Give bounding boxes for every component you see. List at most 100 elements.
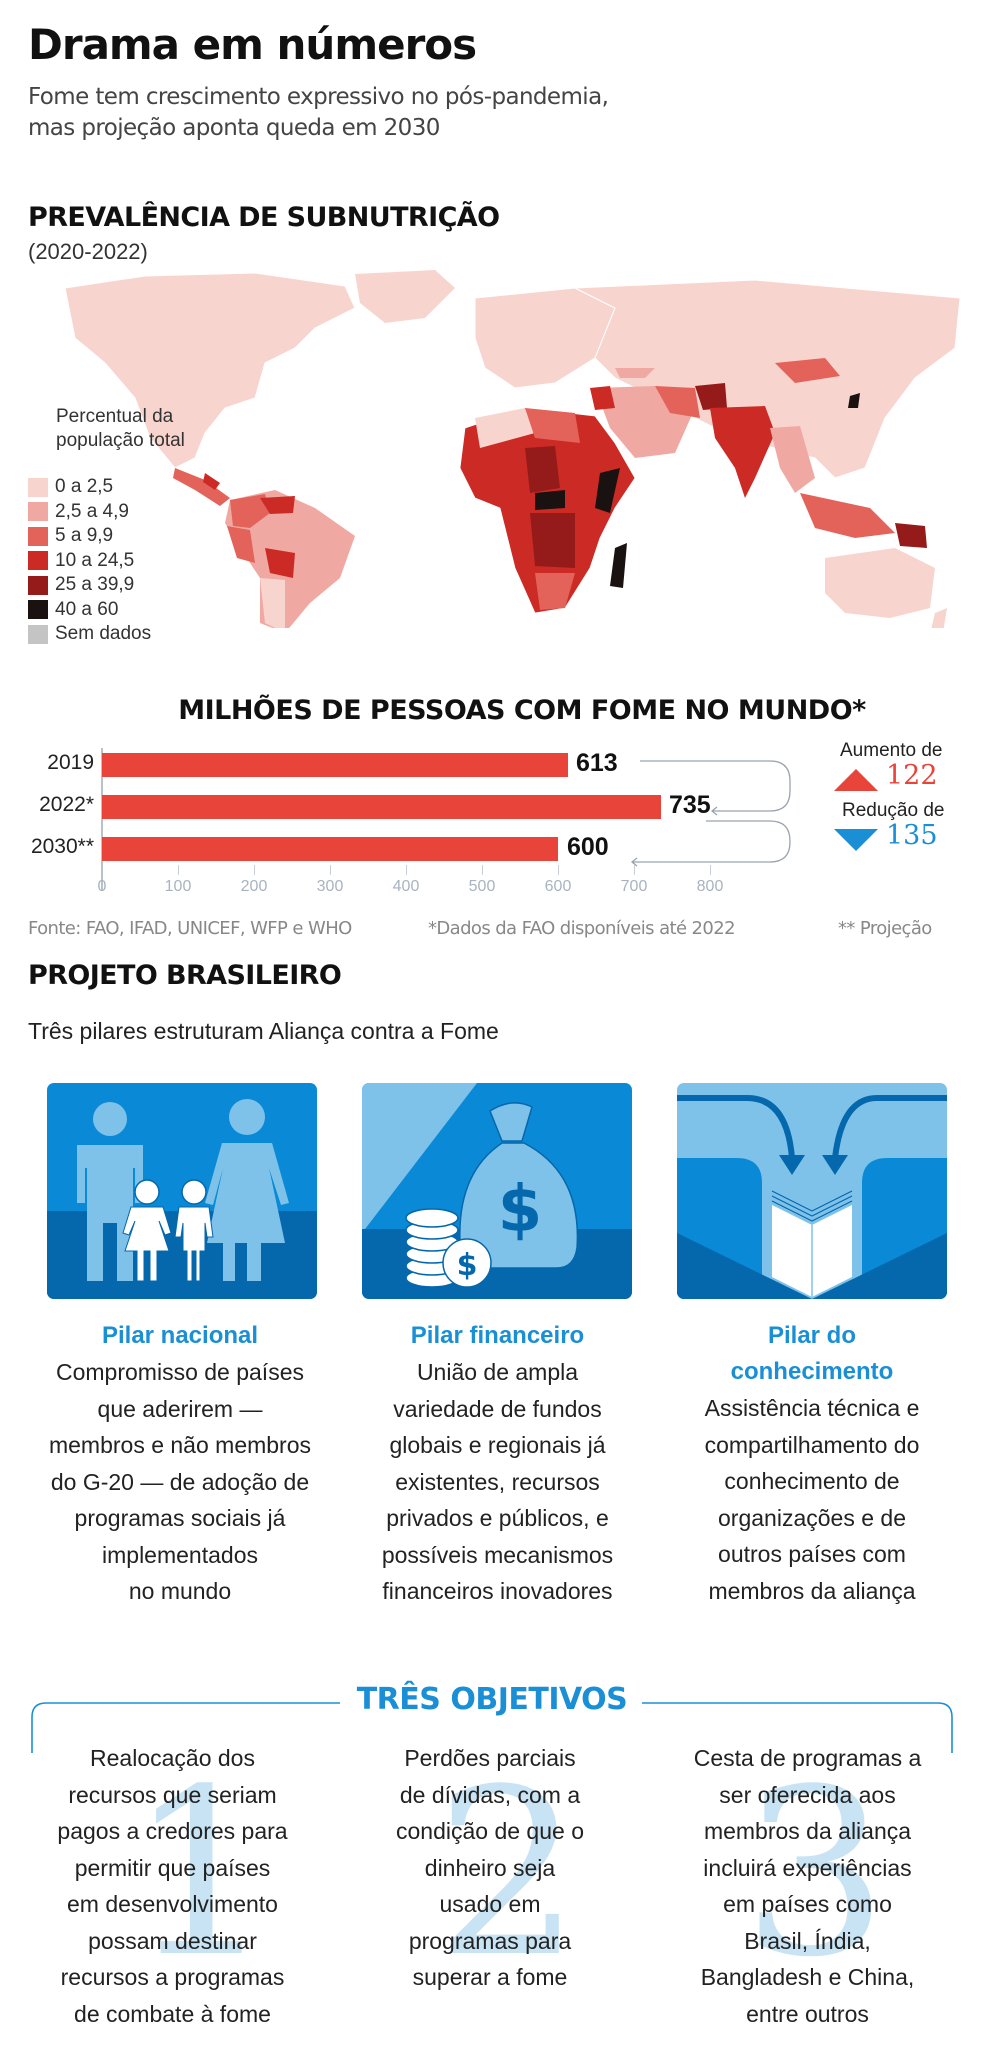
objective-text-line: recursos que seriam — [68, 1781, 277, 1808]
objective-text-line: Realocação dos — [90, 1745, 255, 1771]
legend-swatch — [28, 575, 48, 595]
pillar-text-line: compartilhamento do — [704, 1431, 920, 1458]
objective-text-line: Bangladesh e China, — [700, 1964, 915, 1990]
projection-note: ** Projeção — [838, 918, 932, 939]
pillar-financial: Pilar financeiro União de ampla variedad… — [345, 1318, 650, 1610]
tick-mark — [330, 865, 331, 875]
legend-item: 0 a 2,5 — [28, 475, 185, 500]
legend-item: 25 a 39,9 — [28, 573, 185, 598]
money-bag-icon: $ $ — [362, 1083, 632, 1299]
tick-mark — [558, 865, 559, 875]
decrease-label: Redução de — [842, 800, 945, 821]
tick-mark — [406, 865, 407, 875]
project-title: PROJETO BRASILEIRO — [28, 960, 342, 991]
x-tick-label: 700 — [620, 878, 648, 895]
project-subtitle: Três pilares estruturam Aliança contra a… — [28, 1018, 499, 1044]
tick-mark — [254, 865, 255, 875]
pillar-text-line: privados e públicos, e — [386, 1505, 609, 1531]
pillar-text-line: Compromisso de países — [56, 1359, 304, 1385]
pillar-text-line: organizações e de — [718, 1504, 906, 1531]
objective-text-line: incluirá experiências — [703, 1854, 912, 1881]
world-map — [55, 268, 965, 633]
legend-label: 5 a 9,9 — [55, 525, 114, 547]
map-period: (2020-2022) — [28, 239, 148, 264]
objective-text-line: possam destinar — [88, 1927, 257, 1954]
bar-label-2022: 2022* — [39, 793, 94, 816]
pillar-text-line: União de ampla — [416, 1359, 579, 1385]
pillar-title: Pilar do — [767, 1322, 857, 1349]
objective-number-1: 1 — [128, 1741, 275, 2008]
bar-label-2030: 2030** — [30, 835, 94, 858]
pillar-text-line: do G-20 — de adoção de — [50, 1468, 310, 1495]
page-subtitle: Fome tem crescimento expressivo no pós-p… — [28, 82, 788, 144]
objective-number-2: 2 — [435, 1741, 582, 2008]
objective-text-line: ser oferecida aos — [719, 1781, 896, 1808]
legend-swatch — [28, 600, 48, 620]
pillar-national: Pilar nacional Compromisso de países que… — [20, 1318, 340, 1610]
tick-mark — [710, 865, 711, 875]
objective-2: Perdões parciais de dívidas, com a condi… — [360, 1740, 620, 1996]
pillar-text-line: conhecimento de — [724, 1468, 900, 1494]
objective-text-line: Cesta de programas a — [693, 1745, 922, 1771]
legend-swatch — [28, 551, 48, 571]
subtitle-line: Fome tem crescimento expressivo no pós-p… — [28, 84, 609, 110]
bar-value-2030: 600 — [567, 833, 609, 861]
book-knowledge-icon — [677, 1083, 947, 1299]
objective-text-line: em países como — [723, 1891, 892, 1917]
objective-text-line: permitir que países — [74, 1854, 271, 1881]
pillar-title: Pilar nacional — [101, 1322, 259, 1349]
subtitle-line: mas projeção aponta queda em 2030 — [28, 115, 440, 141]
tick-mark — [634, 865, 635, 875]
legend-label: 2,5 a 4,9 — [55, 500, 129, 522]
objective-text-line: entre outros — [746, 2000, 869, 2027]
objective-text-line: usado em — [439, 1891, 541, 1917]
objectives-title: TRÊS OBJETIVOS — [356, 1682, 628, 1717]
pillar-text-line: globais e regionais já — [389, 1432, 606, 1458]
legend-swatch — [28, 502, 48, 522]
bar-value-2019: 613 — [576, 749, 618, 777]
y-axis-line — [101, 748, 103, 890]
bar-2022 — [102, 795, 661, 819]
pillar-text-line: implementados — [102, 1541, 258, 1568]
bar-chart-title: MILHÕES DE PESSOAS COM FOME NO MUNDO* — [178, 695, 866, 726]
objective-text-line: recursos a programas — [60, 1964, 285, 1990]
objective-text-line: condição de que o — [396, 1818, 584, 1844]
x-tick-label: 800 — [696, 878, 724, 895]
legend-label: 10 a 24,5 — [55, 549, 135, 571]
x-tick-label: 0 — [97, 878, 107, 895]
pillar-text-line: Assistência técnica e — [704, 1395, 920, 1421]
pillar-text-line: variedade de fundos — [393, 1395, 602, 1422]
legend-label: 0 a 2,5 — [55, 476, 114, 498]
pillar-knowledge: Pilar do conhecimento Assistência técnic… — [662, 1318, 962, 1609]
x-tick-label: 400 — [392, 878, 420, 895]
legend-item: 40 a 60 — [28, 598, 185, 623]
legend-label: 40 a 60 — [55, 598, 119, 620]
objective-1: Realocação dos recursos que seriam pagos… — [20, 1740, 325, 2032]
objective-text-line: superar a fome — [412, 1964, 568, 1990]
increase-label: Aumento de — [840, 740, 943, 761]
decrease-value: 135 — [886, 820, 938, 851]
legend-swatch — [28, 624, 48, 644]
x-tick-label: 300 — [316, 878, 344, 895]
x-tick-label: 600 — [544, 878, 572, 895]
objective-text-line: programas para — [408, 1927, 572, 1954]
pillar-text-line: possíveis mecanismos — [381, 1541, 614, 1568]
change-connector-arrows — [630, 760, 791, 867]
objective-text-line: de combate à fome — [74, 2000, 271, 2027]
legend-title: Percentual da população total — [56, 405, 185, 453]
pillar-text-line: membros da aliança — [708, 1577, 916, 1604]
x-tick-label: 200 — [240, 878, 268, 895]
world-map-graphic — [64, 270, 961, 633]
family-icon — [47, 1083, 317, 1299]
legend-item: 10 a 24,5 — [28, 549, 185, 574]
objectives-bracket — [31, 1702, 953, 1753]
bar-label-2019: 2019 — [47, 751, 94, 774]
objective-text-line: em desenvolvimento — [67, 1891, 278, 1917]
legend-item: Sem dados — [28, 622, 185, 647]
triangle-up-icon — [834, 769, 878, 791]
objective-text-line: membros da aliança — [703, 1818, 912, 1844]
legend-item: 5 a 9,9 — [28, 524, 185, 549]
svg-text:$: $ — [498, 1173, 543, 1247]
objective-3: Cesta de programas a ser oferecida aos m… — [655, 1740, 960, 2032]
tick-mark — [178, 865, 179, 875]
